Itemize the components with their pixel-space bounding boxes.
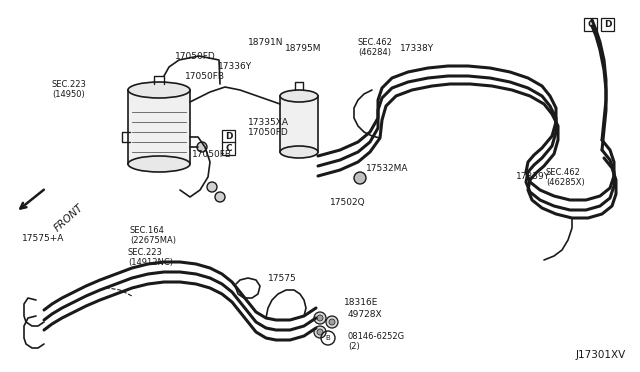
Bar: [222, 142, 235, 155]
Text: 17050FD: 17050FD: [175, 52, 216, 61]
Circle shape: [354, 172, 366, 184]
Ellipse shape: [280, 146, 318, 158]
Circle shape: [329, 319, 335, 325]
Bar: [584, 18, 597, 31]
Bar: [601, 18, 614, 31]
Text: 17575+A: 17575+A: [22, 234, 65, 243]
Text: FRONT: FRONT: [52, 202, 85, 233]
Circle shape: [197, 142, 207, 152]
Text: SEC.223
(14950): SEC.223 (14950): [52, 80, 87, 99]
Text: 18316E: 18316E: [344, 298, 378, 307]
Text: 17335XA: 17335XA: [248, 118, 289, 127]
Text: SEC.462
(46285X): SEC.462 (46285X): [546, 168, 585, 187]
Ellipse shape: [128, 82, 190, 98]
Text: 17502Q: 17502Q: [330, 198, 365, 207]
Bar: [222, 130, 235, 143]
Text: SEC.462
(46284): SEC.462 (46284): [358, 38, 393, 57]
Text: D: D: [604, 20, 611, 29]
Text: D: D: [225, 132, 232, 141]
Text: B: B: [326, 335, 330, 341]
Circle shape: [215, 192, 225, 202]
Text: C: C: [587, 20, 594, 29]
Text: 18791N: 18791N: [248, 38, 284, 47]
Text: J17301XV: J17301XV: [576, 350, 626, 360]
Circle shape: [317, 329, 323, 335]
Circle shape: [207, 182, 217, 192]
Text: 17336Y: 17336Y: [218, 62, 252, 71]
Circle shape: [314, 312, 326, 324]
Ellipse shape: [128, 156, 190, 172]
Circle shape: [326, 316, 338, 328]
Text: 17050FD: 17050FD: [248, 128, 289, 137]
Circle shape: [317, 315, 323, 321]
Text: 17338Y: 17338Y: [400, 44, 434, 53]
Text: 18795M: 18795M: [285, 44, 321, 53]
Text: 17050FB: 17050FB: [192, 150, 232, 159]
Text: 17050FB: 17050FB: [185, 72, 225, 81]
Bar: [128, 90, 190, 164]
Text: 49728X: 49728X: [348, 310, 383, 319]
Ellipse shape: [280, 90, 318, 102]
Text: C: C: [225, 144, 232, 153]
Text: 17532MA: 17532MA: [366, 164, 408, 173]
Text: SEC.164
(22675MA): SEC.164 (22675MA): [130, 226, 176, 246]
Text: 08146-6252G
(2): 08146-6252G (2): [348, 332, 405, 352]
Text: 17339Y: 17339Y: [516, 172, 550, 181]
Bar: [280, 96, 318, 152]
Circle shape: [314, 326, 326, 338]
Text: 17575: 17575: [268, 274, 297, 283]
Text: SEC.223
(14912NC): SEC.223 (14912NC): [128, 248, 173, 267]
